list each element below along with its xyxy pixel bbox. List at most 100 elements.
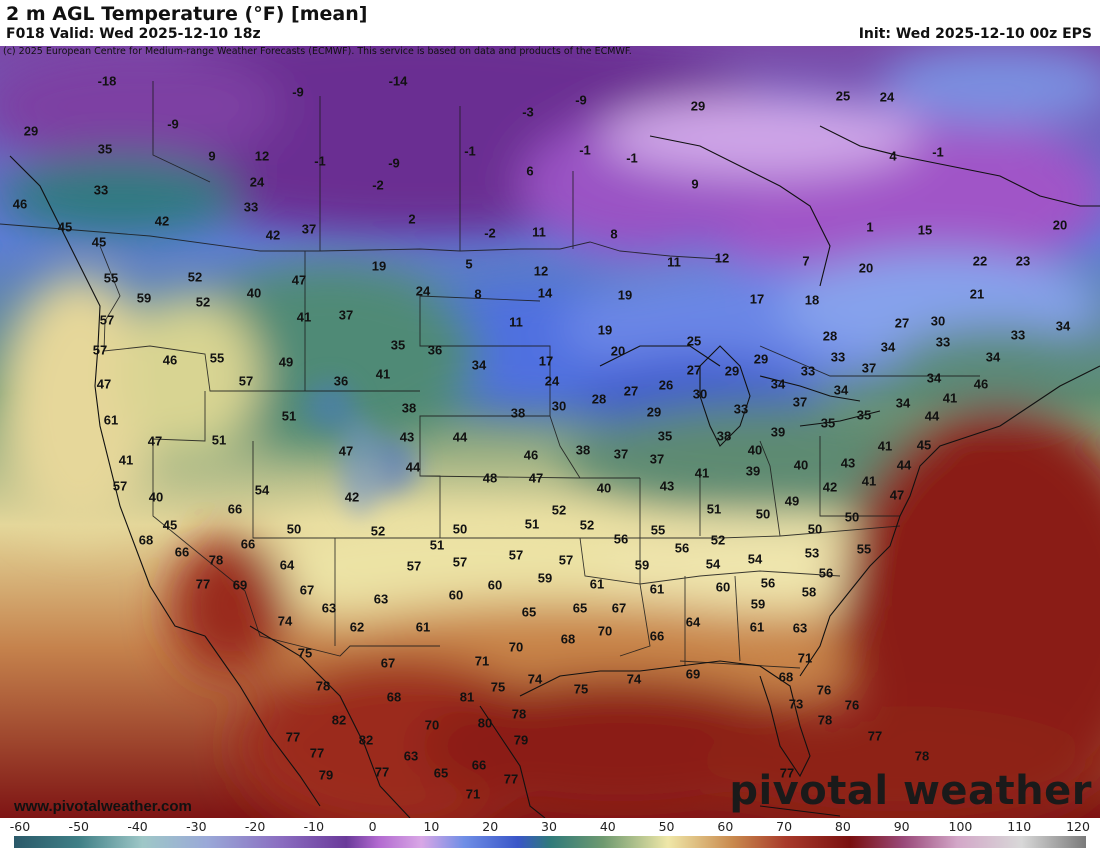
temperature-value: 77 bbox=[285, 729, 301, 745]
temperature-value: 1 bbox=[866, 219, 874, 235]
temperature-value: -2 bbox=[372, 177, 384, 193]
temperature-value: 34 bbox=[926, 370, 942, 386]
temperature-map[interactable]: -18 -14 -9 -9 -9 -3 -1 -1 -1 -1 -9 -2 -2 2 6 9 12 29 35 33 2… bbox=[0, 46, 1100, 818]
temperature-value: 53 bbox=[804, 545, 820, 561]
temperature-value: 78 bbox=[914, 748, 930, 764]
temperature-value: 43 bbox=[659, 478, 675, 494]
temperature-value: -9 bbox=[292, 84, 304, 100]
temperature-value: 63 bbox=[403, 748, 419, 764]
temperature-value: 29 bbox=[724, 363, 740, 379]
temperature-value: 26 bbox=[658, 377, 674, 393]
temperature-value: 37 bbox=[792, 394, 808, 410]
temperature-value: 76 bbox=[816, 682, 832, 698]
temperature-value: 64 bbox=[685, 614, 701, 630]
temperature-value: 60 bbox=[715, 579, 731, 595]
temperature-value: 29 bbox=[646, 404, 662, 420]
temperature-value: 2 bbox=[408, 211, 416, 227]
temperature-value: 51 bbox=[429, 537, 445, 553]
temperature-value: 35 bbox=[657, 428, 673, 444]
temperature-value: 52 bbox=[370, 523, 386, 539]
temperature-value: 28 bbox=[591, 391, 607, 407]
temperature-value: 57 bbox=[92, 342, 108, 358]
temperature-value: 35 bbox=[820, 415, 836, 431]
temperature-value: 25 bbox=[835, 88, 851, 104]
temperature-value: 73 bbox=[788, 696, 804, 712]
temperature-value: 78 bbox=[315, 678, 331, 694]
temperature-value: 60 bbox=[487, 577, 503, 593]
temperature-value: 61 bbox=[415, 619, 431, 635]
temperature-value: 42 bbox=[344, 489, 360, 505]
temperature-value: 61 bbox=[749, 619, 765, 635]
temperature-value: 77 bbox=[779, 765, 795, 781]
temperature-value: 57 bbox=[452, 554, 468, 570]
temperature-value: 66 bbox=[471, 757, 487, 773]
temperature-value: 71 bbox=[474, 653, 490, 669]
temperature-value: 55 bbox=[650, 522, 666, 538]
colorbar-tick-label: 20 bbox=[482, 819, 499, 834]
temperature-value: 12 bbox=[254, 148, 270, 164]
temperature-value: 37 bbox=[861, 360, 877, 376]
temperature-value: 12 bbox=[533, 263, 549, 279]
colorbar-tick-label: 110 bbox=[1007, 819, 1032, 834]
colorbar-tick-label: 50 bbox=[658, 819, 675, 834]
valid-time: F018 Valid: Wed 2025-12-10 18z bbox=[6, 26, 261, 42]
temperature-value: 58 bbox=[801, 584, 817, 600]
temperature-value: 36 bbox=[333, 373, 349, 389]
temperature-value: 52 bbox=[710, 532, 726, 548]
temperature-value: 44 bbox=[452, 429, 468, 445]
temperature-value: 77 bbox=[374, 764, 390, 780]
temperature-value: 14 bbox=[537, 285, 553, 301]
colorbar-tick-label: 60 bbox=[717, 819, 734, 834]
temperature-value: -9 bbox=[167, 116, 179, 132]
temperature-value: 59 bbox=[136, 290, 152, 306]
temperature-value: 50 bbox=[755, 506, 771, 522]
temperature-value: 38 bbox=[716, 428, 732, 444]
temperature-value: 57 bbox=[238, 373, 254, 389]
temperature-value: 70 bbox=[424, 717, 440, 733]
temperature-value: 22 bbox=[972, 253, 988, 269]
temperature-value: -1 bbox=[626, 150, 638, 166]
colorbar-ticks: -60 -50 -40 -30 -20 -10 0 10 20 30 40 50 60 70 80 90 100… bbox=[0, 818, 1100, 834]
temperature-value: 66 bbox=[649, 628, 665, 644]
temperature-value: 34 bbox=[895, 395, 911, 411]
temperature-value: 30 bbox=[930, 313, 946, 329]
temperature-value: 74 bbox=[626, 671, 642, 687]
temperature-value: 66 bbox=[240, 536, 256, 552]
temperature-value: 19 bbox=[597, 322, 613, 338]
temperature-value: 52 bbox=[195, 294, 211, 310]
temperature-value: 59 bbox=[537, 570, 553, 586]
temperature-value: 17 bbox=[749, 291, 765, 307]
temperature-value: 33 bbox=[93, 182, 109, 198]
temperature-value: 7 bbox=[802, 253, 810, 269]
temperature-value: 63 bbox=[373, 591, 389, 607]
temperature-value: 29 bbox=[753, 351, 769, 367]
colorbar-tick-label: -40 bbox=[127, 819, 148, 834]
temperature-value: 42 bbox=[265, 227, 281, 243]
temperature-value: 19 bbox=[371, 258, 387, 274]
colorbar: -60 -50 -40 -30 -20 -10 0 10 20 30 40 50 60 70 80 90 100… bbox=[0, 818, 1100, 850]
temperature-value: 50 bbox=[844, 509, 860, 525]
temperature-value: 20 bbox=[1052, 217, 1068, 233]
temperature-value: 56 bbox=[613, 531, 629, 547]
temperature-value: 75 bbox=[490, 679, 506, 695]
temperature-value: 81 bbox=[459, 689, 475, 705]
temperature-value: 45 bbox=[91, 234, 107, 250]
temperature-value: 34 bbox=[471, 357, 487, 373]
temperature-value: 71 bbox=[465, 786, 481, 802]
temperature-value: 37 bbox=[613, 446, 629, 462]
temperature-value: -9 bbox=[575, 92, 587, 108]
temperature-value: 50 bbox=[452, 521, 468, 537]
website-link[interactable]: www.pivotalweather.com bbox=[14, 798, 192, 815]
temperature-value: 35 bbox=[97, 141, 113, 157]
colorbar-tick-label: 70 bbox=[776, 819, 793, 834]
temperature-value: 17 bbox=[538, 353, 554, 369]
temperature-value: 52 bbox=[187, 269, 203, 285]
temperature-value: 57 bbox=[558, 552, 574, 568]
temperature-value: 78 bbox=[817, 712, 833, 728]
temperature-value: 34 bbox=[770, 376, 786, 392]
temperature-value: 9 bbox=[208, 148, 216, 164]
temperature-value: 38 bbox=[401, 400, 417, 416]
temperature-value: 46 bbox=[162, 352, 178, 368]
temperature-value: 68 bbox=[138, 532, 154, 548]
colorbar-tick-label: 30 bbox=[541, 819, 557, 834]
